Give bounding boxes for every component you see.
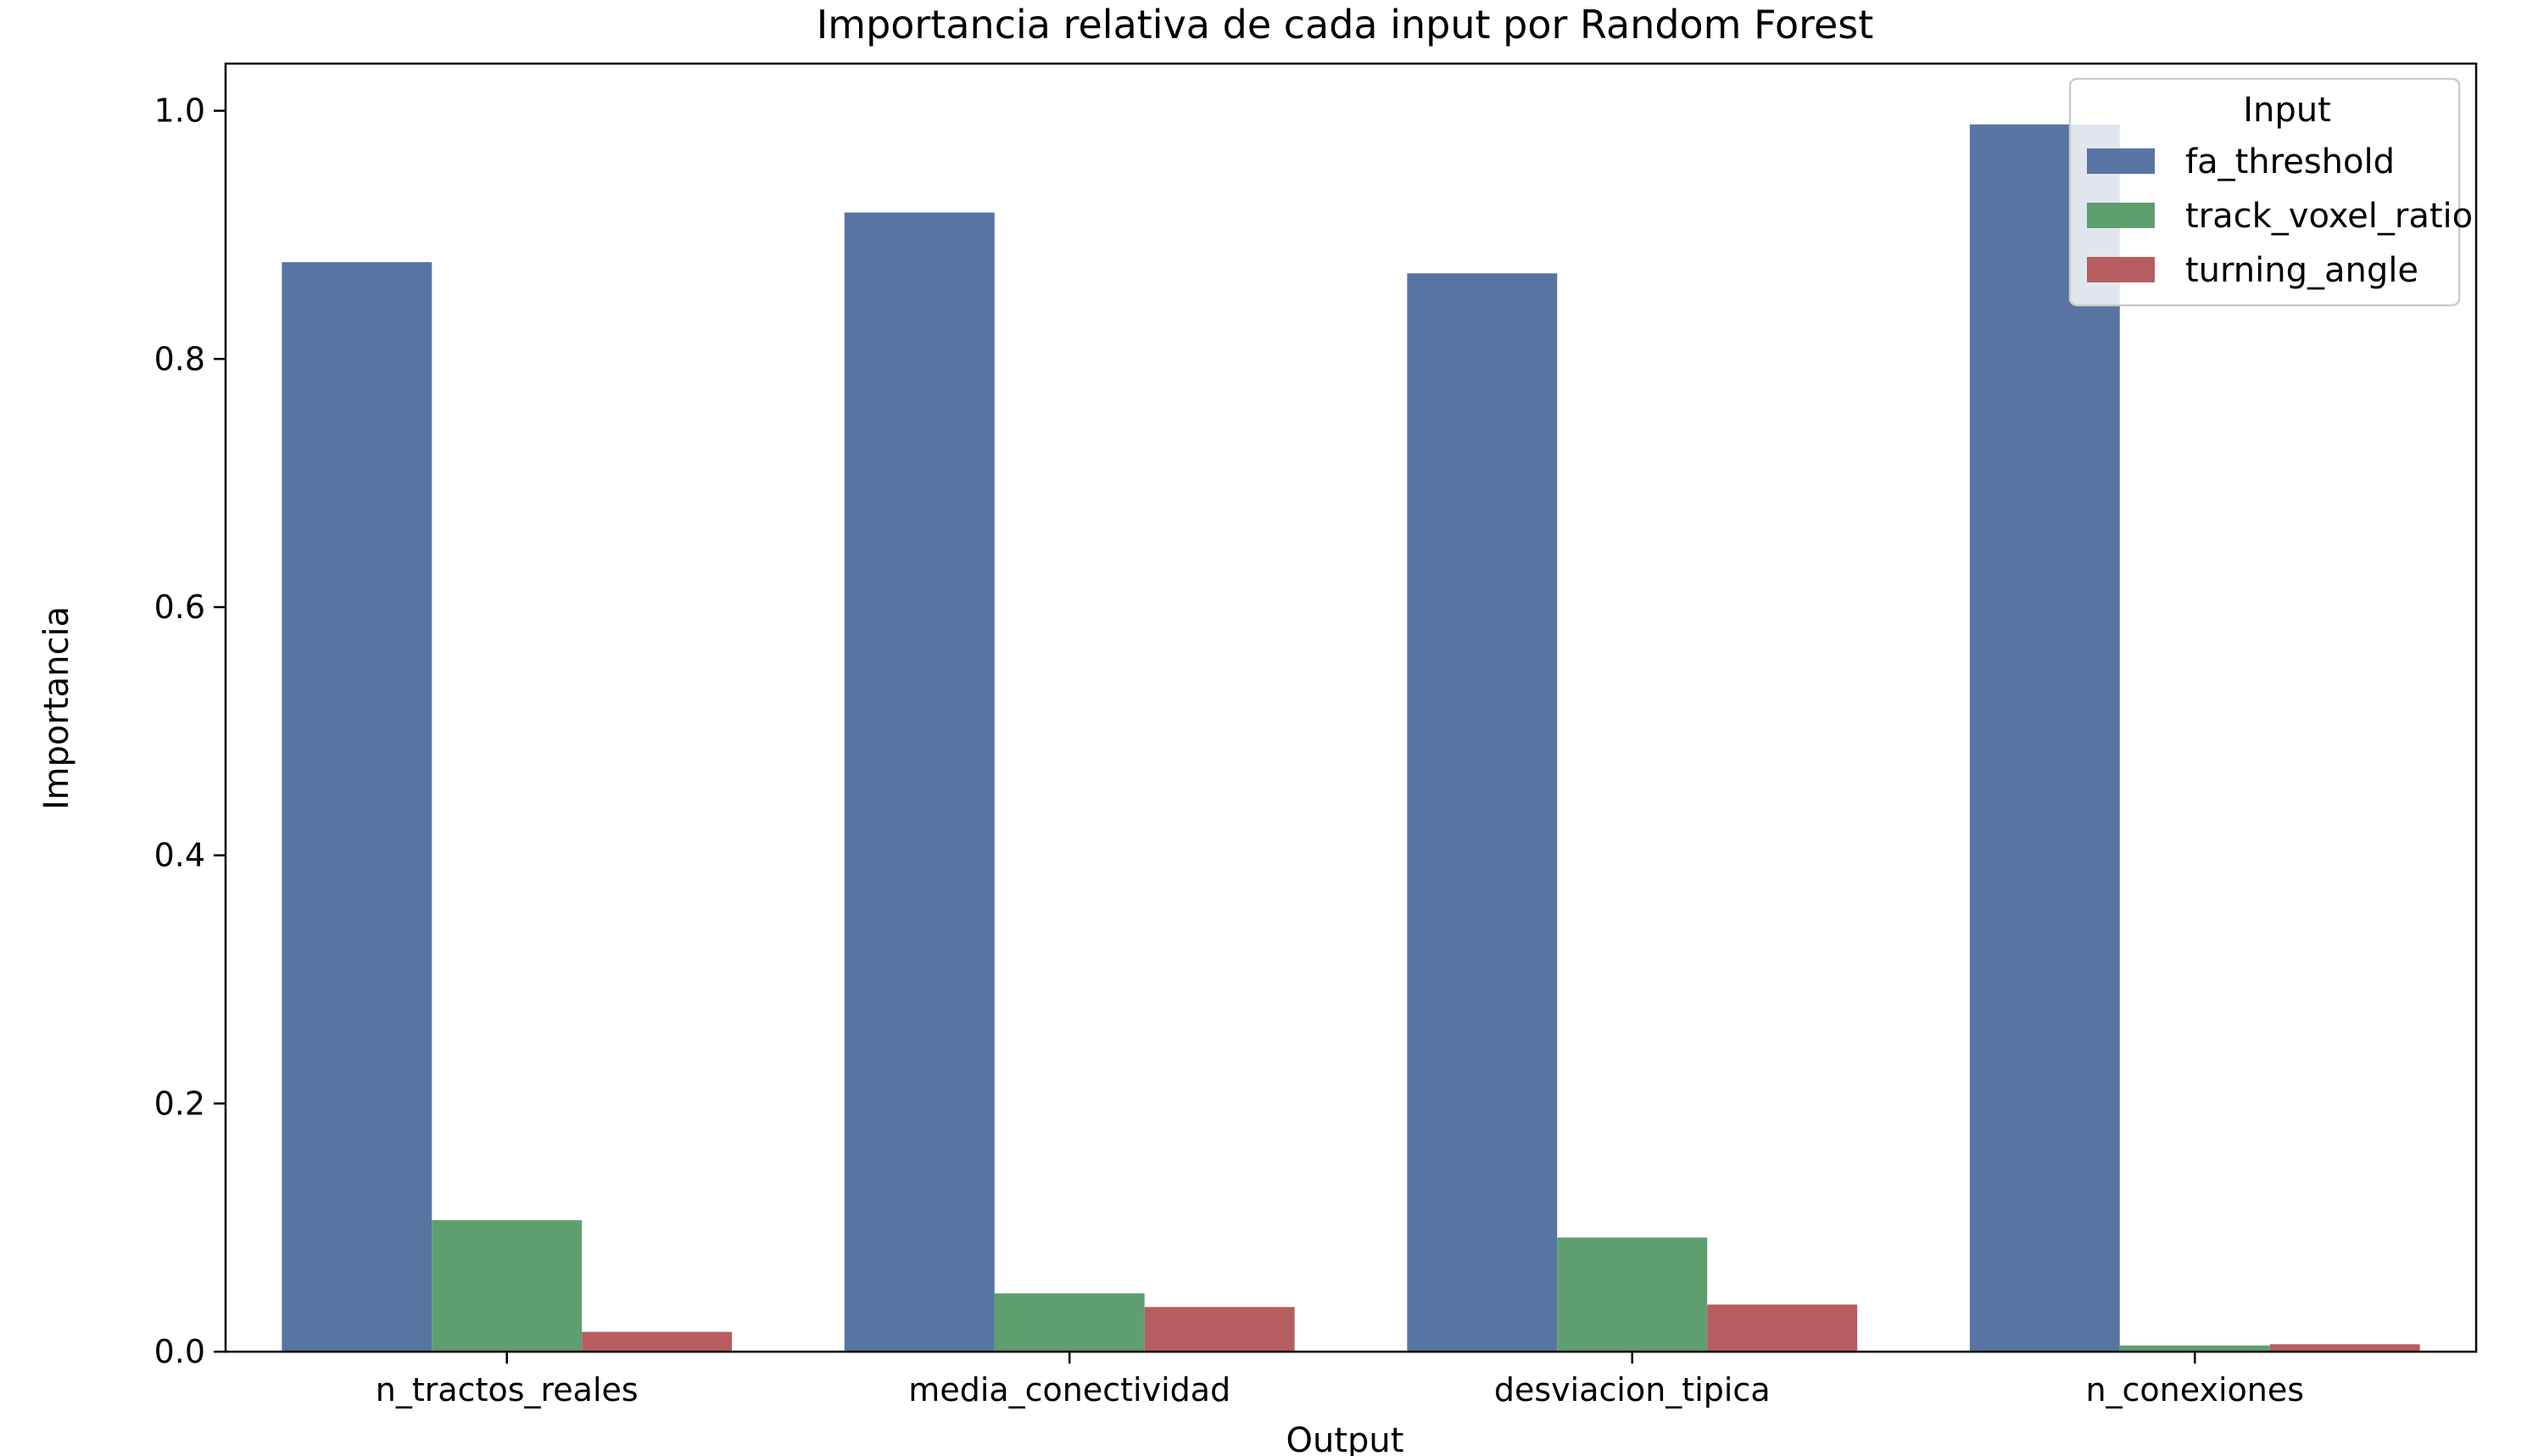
y-tick-label: 0.0 bbox=[154, 1333, 205, 1370]
x-tick-label: n_conexiones bbox=[2085, 1371, 2304, 1409]
y-tick-label: 1.0 bbox=[154, 92, 205, 130]
x-axis-label: Output bbox=[1286, 1421, 1404, 1456]
bar-fa_threshold-desviacion_tipica bbox=[1407, 273, 1558, 1352]
y-tick-label: 0.8 bbox=[154, 340, 205, 377]
y-axis: 0.0 0.2 0.4 0.6 0.8 1.0 bbox=[154, 92, 226, 1370]
bar-track_voxel_ratio-media_conectividad bbox=[994, 1293, 1145, 1352]
x-axis: n_tractos_reales media_conectividad desvia… bbox=[376, 1352, 2304, 1409]
bar-fa_threshold-n_conexiones bbox=[1969, 124, 2120, 1352]
legend-entries: fa_threshold track_voxel_ratio turning_ang… bbox=[2087, 142, 2473, 290]
y-axis-label: Importancia bbox=[37, 606, 76, 810]
legend: Input fa_threshold track_voxel_ratioturni… bbox=[2068, 77, 2473, 307]
x-tick-label: desviacion_tipica bbox=[1494, 1371, 1771, 1409]
bars-layer bbox=[282, 124, 2420, 1352]
bar-fa_threshold-n_tractos_reales bbox=[282, 262, 432, 1352]
bar-track_voxel_ratio-desviacion_tipica bbox=[1557, 1237, 1708, 1352]
legend-swatch-track_voxel_ratio bbox=[2087, 203, 2155, 228]
y-tick-label: 0.2 bbox=[154, 1085, 205, 1122]
bar-turning_angle-n_conexiones bbox=[2269, 1344, 2420, 1352]
bar-fa_threshold-media_conectividad bbox=[844, 212, 995, 1352]
bar-turning_angle-media_conectividad bbox=[1144, 1307, 1295, 1352]
y-tick-label: 0.4 bbox=[154, 837, 205, 874]
legend-swatch-turning_angle bbox=[2087, 257, 2155, 282]
legend-label-fa_threshold: fa_threshold bbox=[2185, 142, 2395, 181]
bar-track_voxel_ratio-n_tractos_reales bbox=[432, 1219, 583, 1352]
legend-box bbox=[2068, 77, 2461, 307]
y-tick-label: 0.6 bbox=[154, 589, 205, 626]
bar-track_voxel_ratio-n_conexiones bbox=[2119, 1345, 2270, 1352]
x-tick-label: n_tractos_reales bbox=[376, 1371, 639, 1409]
x-tick-label: media_conectividad bbox=[908, 1371, 1230, 1409]
bar-turning_angle-n_tractos_reales bbox=[582, 1331, 733, 1352]
bar-turning_angle-desviacion_tipica bbox=[1707, 1304, 1858, 1352]
legend-swatch-fa_threshold bbox=[2087, 148, 2155, 174]
legend-title: Input bbox=[2243, 91, 2331, 130]
plot-frame bbox=[224, 62, 2478, 1353]
legend-label-track_voxel_ratio: track_voxel_ratio bbox=[2185, 197, 2473, 236]
chart-title: Importancia relativa de cada input por R… bbox=[817, 2, 1874, 47]
legend-label-turning_angle: turning_angle bbox=[2185, 251, 2418, 290]
